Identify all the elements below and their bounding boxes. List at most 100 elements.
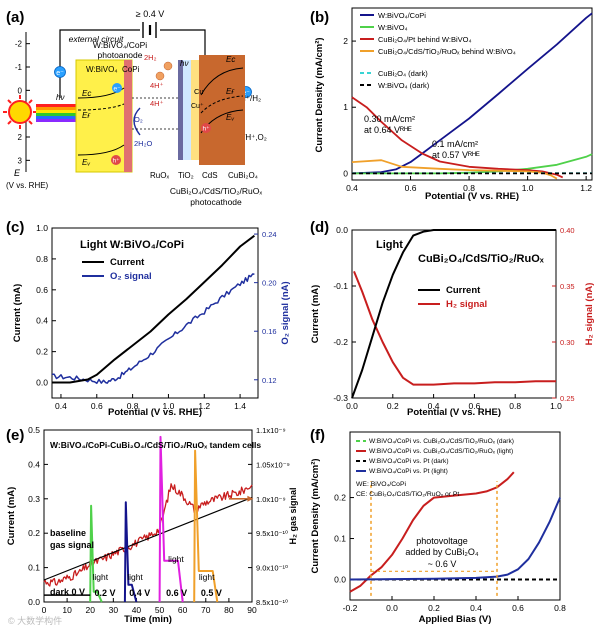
o2-label: O₂ [134, 115, 143, 124]
panel-e-frame [43, 429, 253, 603]
panel-f-note: CE: CuBi₂O₄/CdS/TiO₂/RuOₓ or Pt [356, 491, 459, 498]
panel-f-bias-chart: (f) -0.2 0.0 0.2 0.4 0.6 0.8 0.0 0.1 0.2 Applied… [310, 427, 566, 625]
series-line-h2-gas-signal [43, 483, 253, 587]
watermark: © 大数学构件 [8, 615, 62, 626]
photoanode-sublabel: photoanode [98, 50, 143, 60]
legend-label: W:BiVO₄/CoPi vs. CuBi₂O₄/CdS/TiO₂/RuOₓ (… [369, 438, 514, 445]
y2-tick-label: 0.12 [262, 376, 277, 385]
x-tick-label: 0.4 [428, 401, 440, 411]
y2-tick-label: 0.20 [262, 279, 277, 288]
energy-tick-label: 2 [18, 133, 23, 142]
panel-a-label: (a) [6, 9, 24, 26]
panel-b-annotation: at 0.57 Vᴿᴴᴱ [432, 150, 480, 160]
y-tick-label: 0.5 [28, 425, 40, 435]
band-label: Eᴄ [82, 89, 91, 98]
series-line-h2-signal [353, 271, 556, 386]
legend-label: CuBi₂O₄/Pt behind W:BiVO₄ [378, 35, 472, 44]
panel-b-series [351, 12, 593, 180]
x-tick-label: 0.6 [468, 401, 480, 411]
panel-e-labels: baseline gas signal dark 0 V light 0.2 V ligh… [50, 528, 222, 598]
light-label: light [93, 572, 109, 582]
y-tick-label: 0.1 [28, 563, 40, 573]
x-tick-label: 30 [109, 605, 119, 615]
x-tick-label: 10 [62, 605, 72, 615]
panel-c-legend: Current O₂ signal [82, 257, 152, 282]
y2-tick-label: 0.30 [560, 338, 575, 347]
y-tick-label: 0 [343, 168, 348, 178]
x-tick-label: 0.8 [554, 603, 566, 613]
x-tick-label: 0 [42, 605, 47, 615]
panel-c-title: Light W:BiVO₄/CoPi [80, 239, 184, 251]
panel-b-frame [351, 7, 593, 181]
y-tick-label: 0.2 [28, 528, 40, 538]
y-tick-label: -0.1 [333, 281, 348, 291]
x-tick-label: 0.0 [386, 603, 398, 613]
x-tick-label: 0.0 [346, 401, 358, 411]
water-label: 2H₂O [134, 139, 152, 148]
panel-c-ylabel: Current (mA) [12, 284, 23, 343]
panel-f-series [349, 471, 561, 596]
proton-label-2: 4H⁺ [150, 81, 164, 90]
oxidation-arrow [133, 107, 141, 136]
layer-label: TiO₂ [178, 171, 194, 180]
h2-bubble [155, 71, 165, 81]
current-trace-05 [193, 449, 219, 603]
x-tick-label: 1.0 [163, 401, 175, 411]
hole-icon [111, 155, 121, 165]
series-line-bivo4-copi [351, 12, 593, 175]
x-tick-label: 0.6 [91, 401, 103, 411]
voltage-label: 0.4 V [129, 588, 150, 598]
panel-d-h2-chart: (d) 0.0 0.2 0.4 0.6 0.8 1.0 0.0 -0.1 -0.2 -0.3 0.2… [310, 219, 595, 418]
photon-label-2: hν [180, 59, 188, 68]
y-tick-label: 1.0 [36, 223, 48, 233]
panel-a-band-diagram: (a) ≥ 0.4 V external circuit e⁻ e⁻ -2 -1 0… [3, 9, 267, 207]
proton-label: 4H⁺ [150, 99, 164, 108]
layer-label: CuBi₂O₄ [228, 171, 258, 180]
band-label: Eғ [226, 87, 235, 96]
layer-label: RuOₓ [150, 171, 169, 180]
series-line-current [52, 234, 256, 384]
panel-d-xlabel: Potential (V vs. RHE) [407, 407, 501, 418]
x-tick-label: 1.2 [198, 401, 210, 411]
y2-tick-label: 1.1x10⁻⁹ [256, 426, 286, 435]
current-trace-04 [123, 501, 138, 603]
energy-tick-label: -1 [15, 63, 23, 72]
baseline-line [43, 496, 253, 581]
panel-c-o2-chart: (c) 0.4 0.6 0.8 1.0 1.2 1.4 0.0 0.2 0.4 0.6 0.8 1.0… [6, 219, 291, 418]
carrier-label: e⁻ [242, 90, 250, 97]
x-tick-label: 0.8 [509, 401, 521, 411]
panel-c-y2label: O₂ signal (nA) [280, 281, 291, 344]
hole-icon [201, 123, 211, 133]
panel-b-label: (b) [310, 9, 329, 26]
cubi2o4-fermi-level [200, 95, 244, 114]
cu-label: Cu [194, 87, 204, 96]
panel-f-label: (f) [310, 427, 325, 444]
panel-f-note: WE: BiVO₄/CoPi [356, 481, 406, 488]
series-line-cubi2o4-pt [351, 96, 564, 179]
x-tick-label: 50 [155, 605, 165, 615]
panel-d-legend: Current H₂ signal [418, 285, 487, 310]
panel-c-series [52, 234, 256, 385]
bivo4-label: W:BiVO₄ [86, 65, 118, 74]
panel-c-label: (c) [6, 219, 24, 236]
panel-e-ylabel: Current (mA) [6, 487, 17, 546]
panel-e-y2label: H₂ gas signal [288, 487, 298, 544]
panel-f-annotation: ~ 0.6 V [428, 559, 457, 569]
y2-tick-label: 0.25 [560, 394, 575, 403]
band-label: Eᵥ [226, 113, 234, 122]
carrier-label: h⁺ [112, 158, 119, 165]
y2-tick-label: 9.5x10⁻¹⁰ [256, 529, 288, 538]
y2-tick-label: 9.0x10⁻¹⁰ [256, 564, 288, 573]
y-tick-label: 0.1 [334, 534, 346, 544]
annotation-label: gas signal [50, 540, 94, 550]
y2-tick-label: 1.05x10⁻⁹ [256, 460, 290, 469]
bias-label: ≥ 0.4 V [136, 9, 164, 19]
legend-label: H₂ signal [446, 299, 487, 310]
band-label: Eᵥ [82, 158, 90, 167]
x-tick-label: 0.4 [346, 183, 358, 193]
panel-b-legend: W:BiVO₄/CoPi W:BiVO₄ CuBi₂O₄/Pt behind W:B… [360, 11, 516, 90]
y-tick-label: 0.4 [36, 316, 48, 326]
x-tick-label: 0.8 [127, 401, 139, 411]
series-line-pt-light [349, 497, 561, 581]
